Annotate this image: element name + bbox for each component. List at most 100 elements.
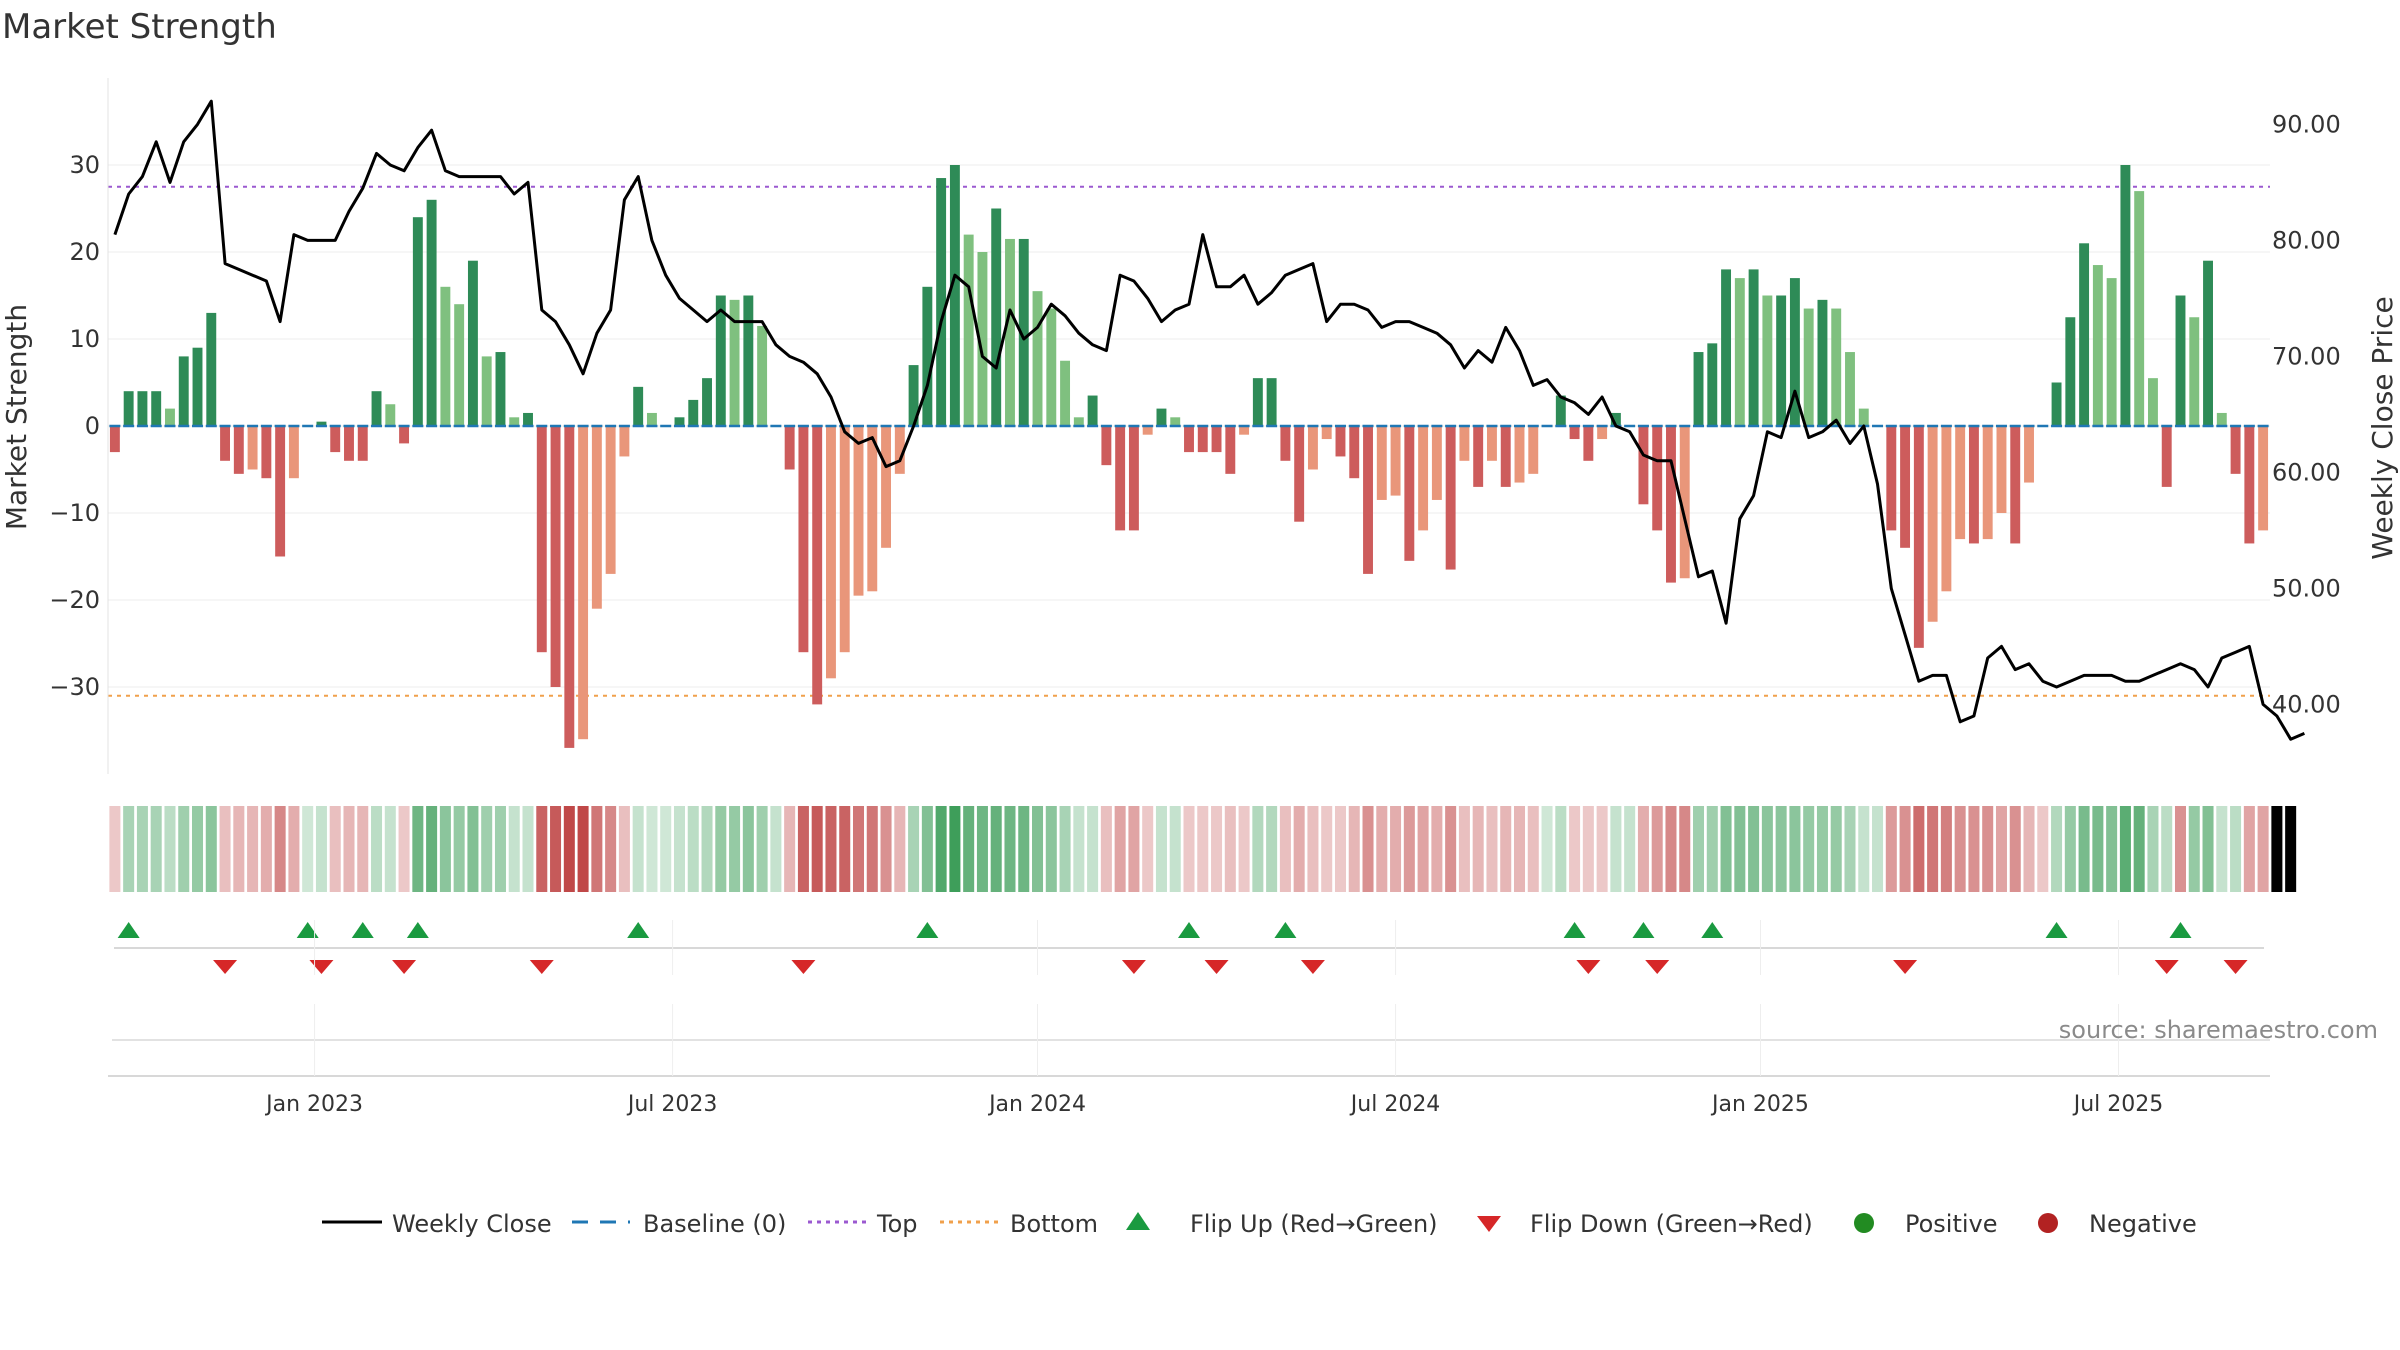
strength-bar: [1941, 426, 1952, 592]
y-tick-label: 20: [69, 238, 100, 266]
x-axis: Jan 2023 Jul 2023 Jan 2024 Jul 2024 Jan 2025…: [108, 920, 2270, 1117]
strip-cell: [1982, 806, 1994, 892]
strip-cell: [1114, 806, 1126, 892]
legend-baseline: Baseline (0): [643, 1210, 786, 1238]
strength-bar: [674, 417, 685, 426]
strength-bar: [1707, 343, 1718, 426]
strength-bar: [233, 426, 244, 474]
flip-up-marker: [1563, 922, 1586, 938]
strength-bar: [715, 295, 726, 426]
strength-bar: [1638, 426, 1649, 505]
strip-cell: [1238, 806, 1250, 892]
strength-bar: [702, 378, 712, 426]
strength-bar: [399, 426, 410, 444]
x-tick-label: Jan 2023: [264, 1092, 363, 1117]
strip-cell: [1885, 806, 1897, 892]
strip-cell: [715, 806, 727, 892]
strip-cell: [1004, 806, 1016, 892]
strength-bar: [688, 399, 699, 426]
strength-bar: [1156, 408, 1167, 426]
strip-cell: [1872, 806, 1884, 892]
strip-cell: [343, 806, 355, 892]
strength-bar: [1087, 395, 1098, 426]
flip-down-marker: [791, 960, 816, 974]
strip-cell: [646, 806, 658, 892]
strength-bar: [1128, 426, 1139, 531]
strip-cell: [742, 806, 754, 892]
strip-cell: [288, 806, 300, 892]
strength-bar: [2065, 317, 2076, 426]
strip-cell: [150, 806, 162, 892]
strength-bar: [936, 178, 947, 426]
x-tick-label: Jan 2024: [987, 1092, 1086, 1117]
strength-bar: [1376, 426, 1387, 500]
strip-cell: [2119, 806, 2131, 892]
strength-bar: [1858, 408, 1869, 426]
strength-bar: [1486, 426, 1497, 461]
strip-cell: [1761, 806, 1773, 892]
y2-tick-label: 40.00: [2272, 690, 2341, 718]
strength-bar: [550, 426, 561, 687]
strength-bar: [2134, 191, 2145, 426]
strip-cell: [701, 806, 713, 892]
strength-bar: [1280, 426, 1291, 461]
strip-cell: [1390, 806, 1402, 892]
flip-down-marker: [309, 960, 334, 974]
strip-cell: [1142, 806, 1154, 892]
strength-bar: [2161, 426, 2172, 487]
strip-cell: [1417, 806, 1429, 892]
strength-bar: [385, 404, 396, 426]
strip-cell: [178, 806, 190, 892]
strip-cell: [1569, 806, 1581, 892]
strip-cell: [577, 806, 589, 892]
strip-cell: [1541, 806, 1553, 892]
strip-cell: [2161, 806, 2173, 892]
strength-bar: [1349, 426, 1360, 479]
x-tick-label: Jul 2023: [626, 1092, 718, 1117]
strength-bar: [1652, 426, 1663, 531]
strength-bar: [1528, 426, 1539, 474]
strength-bar: [1335, 426, 1346, 457]
strength-bar: [1817, 299, 1828, 426]
flip-down-marker: [2154, 960, 2179, 974]
flip-down-marker: [1204, 960, 1229, 974]
y-tick-label: 30: [69, 151, 100, 179]
strength-bar: [1845, 352, 1855, 426]
strip-cell: [935, 806, 947, 892]
strength-bar: [591, 426, 602, 609]
flip-up-marker: [1701, 922, 1724, 938]
strength-bar: [2147, 378, 2158, 426]
strip-cell: [357, 806, 369, 892]
strength-bar: [881, 426, 892, 548]
strip-cell: [439, 806, 451, 892]
strength-bar: [523, 412, 533, 426]
strength-bar: [220, 426, 231, 461]
strength-bar: [137, 391, 148, 426]
strength-bar: [1225, 426, 1236, 474]
strength-bar: [1734, 278, 1745, 426]
strength-bar: [454, 304, 465, 426]
strength-bar: [2092, 265, 2103, 426]
strip-cell: [2257, 806, 2269, 892]
strip-cell: [412, 806, 424, 892]
strip-cell: [302, 806, 314, 892]
strength-bar: [1184, 426, 1194, 453]
strip-cell: [2051, 806, 2063, 892]
y2-tick-label: 50.00: [2272, 574, 2341, 602]
strip-cell: [1803, 806, 1815, 892]
strip-cell: [2230, 806, 2242, 892]
strip-cell: [1224, 806, 1236, 892]
strip-cell: [1486, 806, 1498, 892]
threshold-lines: [108, 185, 2270, 697]
flip-markers-panel: [114, 922, 2264, 974]
legend-negative: Negative: [2089, 1210, 2197, 1238]
strength-bar: [2024, 426, 2034, 483]
strength-bar: [867, 426, 878, 592]
strip-cell: [1693, 806, 1705, 892]
flip-down-marker: [529, 960, 554, 974]
strength-bar: [165, 408, 175, 426]
strength-bar: [206, 312, 217, 426]
strength-bar: [963, 234, 974, 426]
legend-negative-swatch: [2038, 1213, 2058, 1233]
strength-bar: [2051, 382, 2062, 426]
